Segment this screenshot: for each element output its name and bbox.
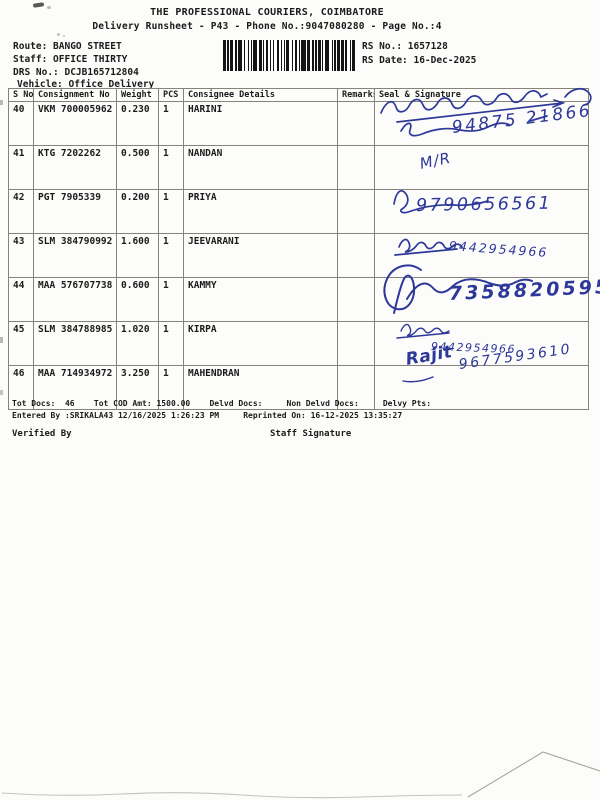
cell-consignment: SLM 384790992 xyxy=(33,233,117,278)
scan-artifact xyxy=(57,33,60,36)
cell-consignment: VKM 700005962 xyxy=(33,101,117,146)
cell-consignee: NANDAN xyxy=(183,145,338,190)
paper-crease xyxy=(467,751,600,798)
cell-consignee: HARINI xyxy=(183,101,338,146)
cell-remarks xyxy=(337,277,375,322)
cell-weight: 1.020 xyxy=(116,321,159,366)
cell-seal-signature xyxy=(374,101,589,146)
scan-artifact xyxy=(47,6,51,9)
col-header-weight: Weight xyxy=(116,88,159,102)
page-title: THE PROFESSIONAL COURIERS, COIMBATORE xyxy=(150,7,384,18)
rs-no-line: RS No.: 1657128 xyxy=(362,41,448,52)
scan-artifact xyxy=(0,390,3,395)
page-subtitle: Delivery Runsheet - P43 - Phone No.:9047… xyxy=(92,21,442,32)
rs-date-line: RS Date: 16-Dec-2025 xyxy=(362,55,477,66)
cell-sno: 40 xyxy=(8,101,34,146)
cell-consignee: JEEVARANI xyxy=(183,233,338,278)
table-row: 43 SLM 384790992 1.600 1 JEEVARANI xyxy=(8,233,589,278)
cell-seal-signature xyxy=(374,145,589,190)
cell-pcs: 1 xyxy=(158,101,184,146)
staff-line: Staff: OFFICE THIRTY xyxy=(13,54,128,65)
table-row: 44 MAA 576707738 0.600 1 KAMMY xyxy=(8,277,589,322)
cell-remarks xyxy=(337,233,375,278)
cell-sno: 41 xyxy=(8,145,34,190)
table-header-row: S No Consignment No Weight PCS Consignee… xyxy=(8,88,589,102)
table-row: 40 VKM 700005962 0.230 1 HARINI xyxy=(8,101,589,146)
runsheet-table: S No Consignment No Weight PCS Consignee… xyxy=(8,88,589,410)
cell-consignee: MAHENDRAN xyxy=(183,365,338,410)
cell-remarks xyxy=(337,101,375,146)
cell-remarks xyxy=(337,189,375,234)
scan-artifact xyxy=(0,100,3,105)
entered-by-line: Entered By :SRIKALA43 12/16/2025 1:26:23… xyxy=(12,411,403,420)
cell-weight: 0.600 xyxy=(116,277,159,322)
col-header-consignee: Consignee Details xyxy=(183,88,338,102)
cell-remarks xyxy=(337,365,375,410)
cell-consignee: KAMMY xyxy=(183,277,338,322)
cell-seal-signature xyxy=(374,321,589,366)
cell-consignment: SLM 384788985 xyxy=(33,321,117,366)
cell-seal-signature xyxy=(374,189,589,234)
table-row: 41 KTG 7202262 0.500 1 NANDAN xyxy=(8,145,589,190)
table-row: 42 PGT 7905339 0.200 1 PRIYA xyxy=(8,189,589,234)
cell-sno: 44 xyxy=(8,277,34,322)
cell-pcs: 1 xyxy=(158,233,184,278)
cell-consignment: MAA 714934972 xyxy=(33,365,117,410)
cell-seal-signature xyxy=(374,233,589,278)
route-line: Route: BANGO STREET xyxy=(13,41,122,52)
drs-no-line: DRS No.: DCJB165712804 xyxy=(13,67,139,78)
table-row: 46 MAA 714934972 3.250 1 MAHENDRAN xyxy=(8,365,589,410)
barcode xyxy=(223,40,359,71)
cell-weight: 0.500 xyxy=(116,145,159,190)
cell-weight: 0.200 xyxy=(116,189,159,234)
cell-remarks xyxy=(337,145,375,190)
cell-sno: 45 xyxy=(8,321,34,366)
cell-weight: 1.600 xyxy=(116,233,159,278)
table-row: 45 SLM 384788985 1.020 1 KIRPA xyxy=(8,321,589,366)
cell-consignment: MAA 576707738 xyxy=(33,277,117,322)
col-header-remarks: Remarks xyxy=(337,88,375,102)
col-header-sno: S No xyxy=(8,88,34,102)
cell-weight: 0.230 xyxy=(116,101,159,146)
cell-weight: 3.250 xyxy=(116,365,159,410)
cell-sno: 43 xyxy=(8,233,34,278)
col-header-seal: Seal & Signature xyxy=(374,88,589,102)
cell-consignment: PGT 7905339 xyxy=(33,189,117,234)
staff-signature-label: Staff Signature xyxy=(270,429,352,439)
scan-artifact xyxy=(128,27,131,29)
cell-pcs: 1 xyxy=(158,145,184,190)
cell-pcs: 1 xyxy=(158,189,184,234)
totals-line: Tot Docs: 46 Tot COD Amt: 1500.00 Delvd … xyxy=(12,399,432,408)
paper-edge-line xyxy=(1,792,463,799)
scan-artifact xyxy=(63,35,65,37)
col-header-pcs: PCS xyxy=(158,88,184,102)
cell-pcs: 1 xyxy=(158,321,184,366)
cell-consignee: PRIYA xyxy=(183,189,338,234)
cell-consignment: KTG 7202262 xyxy=(33,145,117,190)
cell-seal-signature xyxy=(374,365,589,410)
vehicle-line: Vehicle: Office Delivery xyxy=(17,79,155,90)
cell-pcs: 1 xyxy=(158,277,184,322)
cell-remarks xyxy=(337,321,375,366)
cell-sno: 42 xyxy=(8,189,34,234)
col-header-consignment: Consignment No xyxy=(33,88,117,102)
verified-by-label: Verified By xyxy=(12,429,72,439)
cell-consignee: KIRPA xyxy=(183,321,338,366)
cell-seal-signature xyxy=(374,277,589,322)
scan-artifact xyxy=(0,337,3,343)
